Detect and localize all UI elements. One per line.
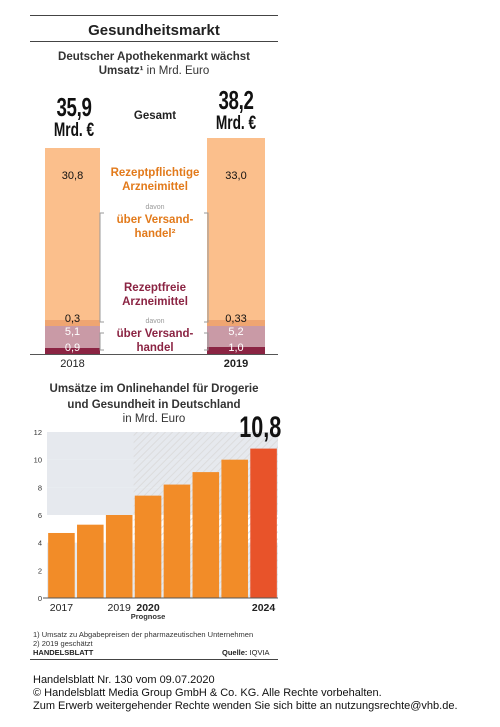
y-tick-label: 10	[34, 456, 42, 465]
bar-2018	[77, 524, 104, 598]
x-tick-label: 2019	[108, 602, 132, 614]
bar-2023	[221, 459, 248, 598]
year-2019: 2019	[223, 358, 249, 370]
chart1-baseline	[30, 354, 278, 355]
bar-2019-rx-mail	[207, 320, 265, 326]
chart2-plot: 0 2 4 6 8 10 12 2017 2019 2020 2024	[34, 428, 278, 614]
bar-2019-otc-mail	[207, 347, 265, 354]
x-tick-label: 2020	[136, 602, 160, 614]
footer-rule	[30, 659, 278, 660]
top-rule	[30, 15, 278, 16]
bar-2019-otc	[207, 326, 265, 347]
bar-2018-otc-mail	[45, 348, 100, 354]
bar-2024	[250, 448, 277, 598]
footnote-1: 1) Umsatz zu Abgabepreisen der pharmazeu…	[33, 630, 254, 639]
y-tick-label: 2	[38, 566, 42, 575]
val-2019-otc: 5,2	[228, 326, 244, 338]
chart1-title: Deutscher Apothekenmarkt wächst	[58, 51, 250, 63]
footnote-2: 2) 2019 geschätzt	[33, 639, 93, 648]
label-otc-line2: Arzneimittel	[122, 296, 188, 308]
total-2018: 35,9	[56, 92, 92, 122]
page-title: Gesundheitsmarkt	[88, 22, 220, 39]
source-label: Quelle:	[222, 648, 248, 657]
davon-otc: davon	[145, 318, 165, 325]
label-otc: Rezeptfreie Arzneimittel	[100, 281, 210, 309]
source-value: IQVIA	[249, 648, 270, 657]
citation-line2: © Handelsblatt Media Group GmbH & Co. KG…	[33, 687, 382, 699]
bar-2018-rx-mail	[45, 320, 100, 326]
val-2018-rx-mail: 0,3	[64, 313, 81, 325]
val-2018-otc-mail: 0,9	[64, 342, 81, 354]
y-tick-label: 0	[38, 594, 42, 603]
y-tick-label: 4	[38, 539, 42, 548]
y-tick-label: 12	[34, 428, 42, 437]
x-tick-label: 2017	[50, 602, 74, 614]
total-2019: 38,2	[218, 85, 254, 115]
citation-line3: Zum Erwerb weitergehender Rechte wenden …	[33, 700, 458, 712]
label-rx-mail-line2: handel²	[134, 228, 176, 240]
x-tick-label: 2024	[252, 602, 276, 614]
y-tick-label: 8	[38, 483, 42, 492]
total-2019-unit: Mrd. €	[215, 113, 257, 134]
chart1-unit-rest: in Mrd. Euro	[143, 65, 210, 77]
bar-2018-rx	[45, 148, 100, 326]
label-rx-mail: über Versand- handel²	[100, 213, 210, 241]
label-rx-mail-line1: über Versand-	[116, 214, 194, 226]
chart2-unit: in Mrd. Euro	[122, 413, 186, 425]
bar-2022	[192, 472, 220, 598]
year-2018: 2018	[60, 358, 85, 370]
source: Quelle: IQVIA	[222, 648, 270, 657]
val-2019-rx-mail: 0,33	[225, 313, 247, 325]
bracket-rx-left	[99, 212, 104, 323]
forecast-label: Prognose	[130, 612, 166, 621]
chart1-unit-bold: Umsatz¹	[98, 65, 144, 77]
val-2018-otc: 5,1	[64, 326, 81, 338]
bar-2021	[163, 484, 191, 598]
chart2-title: Umsätze im Onlinehandel für Drogerie und…	[30, 381, 278, 413]
label-rx-line1: Rezeptpflichtige	[110, 167, 200, 179]
val-2018-rx: 30,8	[61, 170, 84, 182]
y-tick-label: 6	[38, 511, 42, 520]
bracket-connectors	[99, 212, 209, 351]
chart2-title-line1: Umsätze im Onlinehandel für Drogerie	[49, 383, 259, 395]
brand-label: HANDELSBLATT	[33, 648, 94, 657]
bar-2020	[134, 495, 162, 598]
label-rx: Rezeptpflichtige Arzneimittel	[100, 166, 210, 194]
bracket-otc-left	[99, 332, 104, 351]
bar-2018-otc	[45, 326, 100, 348]
label-otc-mail: über Versand- handel	[100, 327, 210, 355]
label-otc-line1: Rezeptfreie	[124, 282, 186, 294]
bar-2017	[48, 532, 75, 598]
val-2019-rx: 33,0	[225, 170, 247, 182]
chart2-highlight-value: 10,8	[239, 411, 282, 444]
val-2019-otc-mail: 1,0	[228, 342, 244, 354]
chart1-unit: Umsatz¹ in Mrd. Euro	[30, 65, 278, 77]
bar-2019	[105, 515, 133, 598]
bar-2019-rx	[207, 138, 265, 326]
bracket-otc-right	[204, 332, 209, 351]
chart2-title-line2: und Gesundheit in Deutschland	[67, 399, 241, 411]
total-label: Gesamt	[133, 110, 177, 122]
citation-line1: Handelsblatt Nr. 130 vom 09.07.2020	[33, 674, 215, 686]
total-2018-unit: Mrd. €	[53, 120, 95, 141]
davon-rx: davon	[145, 204, 165, 211]
bracket-rx-right	[204, 212, 209, 323]
label-rx-line2: Arzneimittel	[122, 181, 188, 193]
title-rule	[30, 41, 278, 42]
label-otc-mail-line2: handel	[136, 342, 174, 354]
label-otc-mail-line1: über Versand-	[116, 328, 194, 340]
